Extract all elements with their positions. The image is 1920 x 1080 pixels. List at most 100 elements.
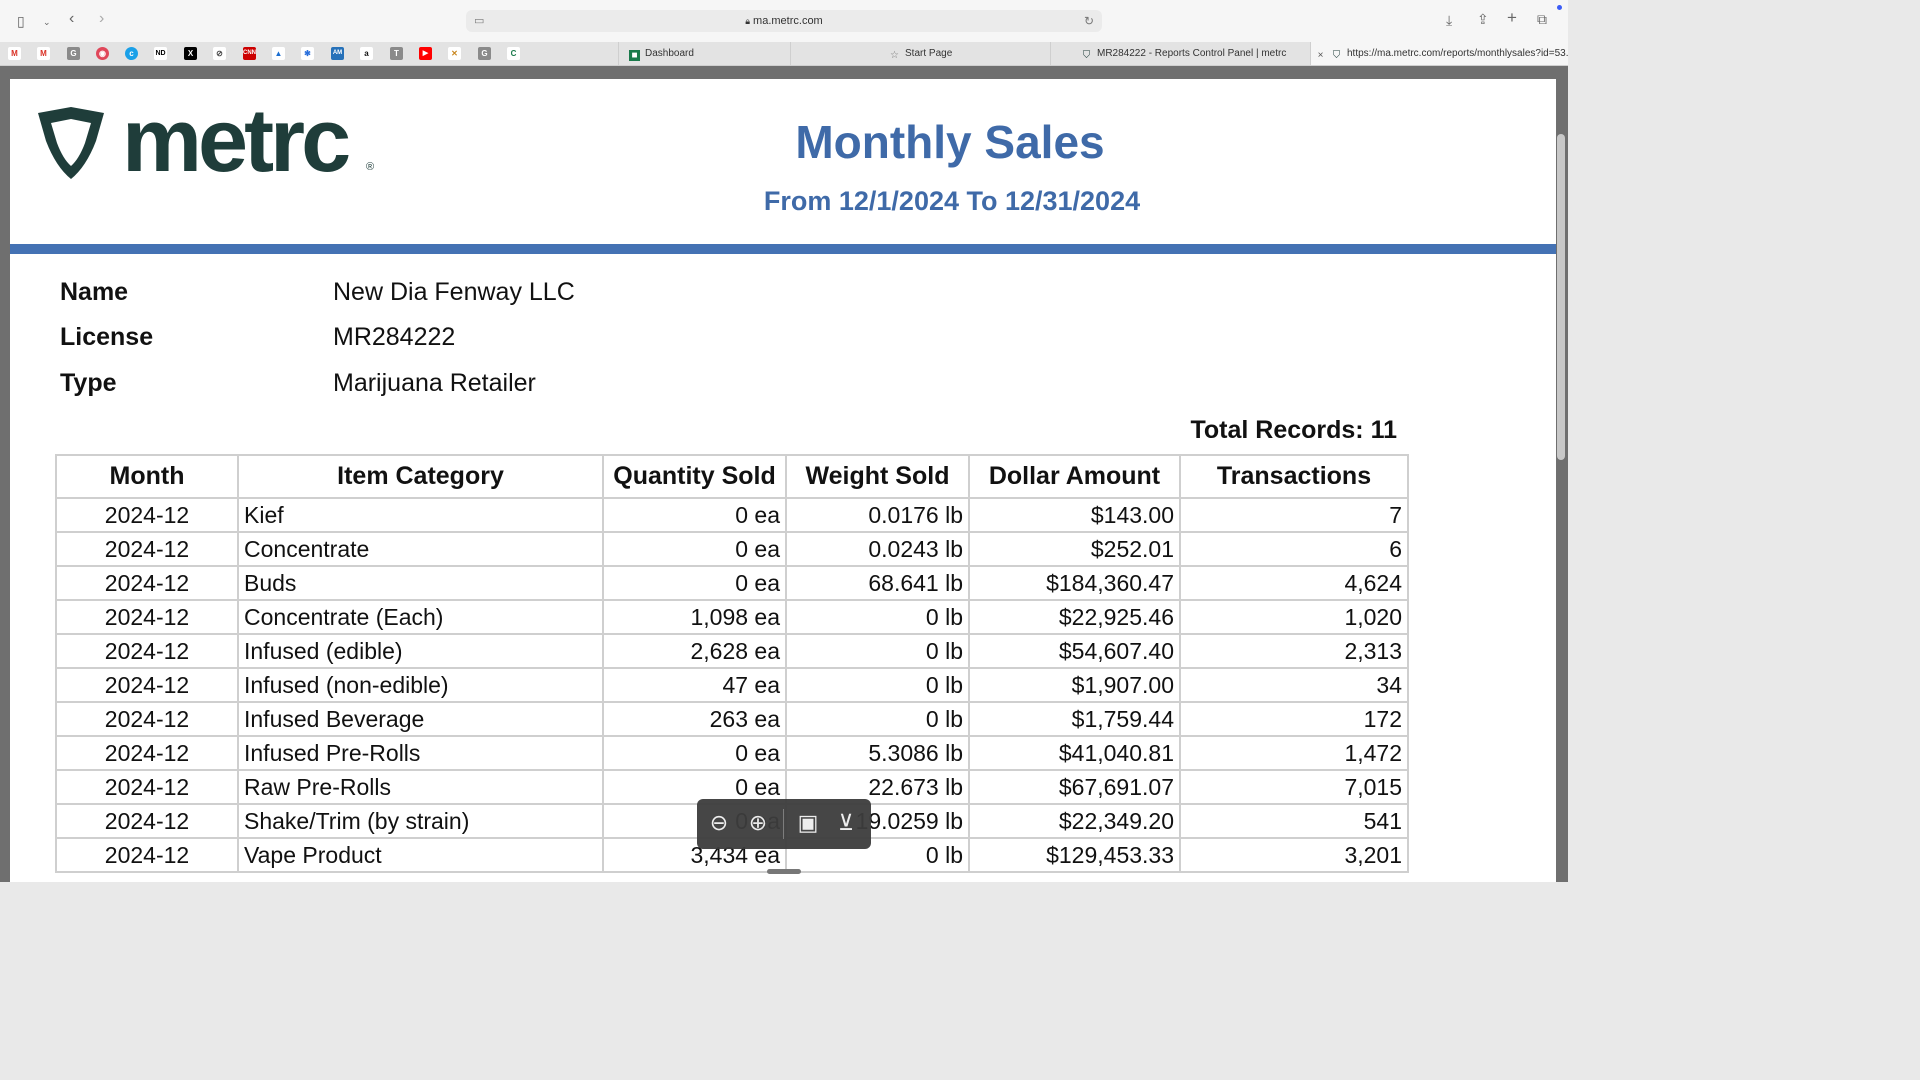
transactions-cell: 4,624 (1179, 565, 1409, 601)
amex-icon[interactable]: AM (331, 47, 344, 60)
tab-reports-control-panel[interactable]: ⛉ MR284222 - Reports Control Panel | metr… (1050, 42, 1310, 65)
chevron-down-icon[interactable]: ⌄ (43, 17, 51, 27)
table-row: 2024-12 Infused Beverage 263 ea 0 lb $1,759.… (55, 701, 1409, 737)
quantity-cell: 0 ea (602, 497, 787, 533)
weight-cell: 0.0176 lb (785, 497, 970, 533)
c-icon[interactable]: c (125, 47, 138, 60)
category-cell: Kief (237, 497, 604, 533)
column-header: Quantity Sold (602, 454, 787, 499)
license-value: MR284222 (333, 323, 456, 351)
quantity-cell: 0 ea (602, 531, 787, 567)
dollar-cell: $22,349.20 (968, 803, 1181, 839)
download-icon[interactable]: ⊻ (837, 810, 855, 835)
table-header-row: Month Item Category Quantity Sold Weight… (55, 454, 1409, 499)
tab-start-page[interactable]: ☆ Start Page (790, 42, 1050, 65)
column-header: Dollar Amount (968, 454, 1181, 499)
nd-icon[interactable]: ND (154, 47, 167, 60)
transactions-cell: 541 (1179, 803, 1409, 839)
weight-cell: 0 lb (785, 633, 970, 669)
category-cell: Concentrate (Each) (237, 599, 604, 635)
resize-handle[interactable] (767, 869, 801, 874)
g-icon[interactable]: G (67, 47, 80, 60)
open-in-preview-icon[interactable]: ▣ (797, 810, 819, 835)
column-header: Transactions (1179, 454, 1409, 499)
pdf-toolbar: ⊖ ⊕ ▣ ⊻ (697, 799, 871, 849)
sales-table: Month Item Category Quantity Sold Weight… (55, 454, 1409, 873)
amazon-icon[interactable]: a (360, 47, 373, 60)
tab-label: Dashboard (645, 48, 694, 59)
weight-cell: 0.0243 lb (785, 531, 970, 567)
new-tab-icon[interactable]: + (1507, 8, 1517, 27)
dollar-cell: $184,360.47 (968, 565, 1181, 601)
gmail-icon[interactable]: M (37, 47, 50, 60)
dollar-cell: $54,607.40 (968, 633, 1181, 669)
youtube-icon[interactable]: ▶ (419, 47, 432, 60)
back-icon[interactable]: ‹ (69, 10, 75, 27)
walmart-icon[interactable]: ✱ (301, 47, 314, 60)
transactions-cell: 34 (1179, 667, 1409, 703)
dollar-cell: $252.01 (968, 531, 1181, 567)
category-cell: Infused Pre-Rolls (237, 735, 604, 771)
report-date-range: From 12/1/2024 To 12/31/2024 (763, 186, 1141, 216)
share-icon[interactable]: ⇪ (1477, 11, 1489, 27)
quantity-cell: 0 ea (602, 735, 787, 771)
download-icon[interactable]: ⤓ (1446, 12, 1453, 28)
table-row: 2024-12 Infused Pre-Rolls 0 ea 5.3086 lb $41… (55, 735, 1409, 771)
month-cell: 2024-12 (55, 531, 239, 567)
tab-label: https://ma.metrc.com/reports/monthlysale… (1347, 48, 1568, 59)
tab-label: MR284222 - Reports Control Panel | metrc (1097, 48, 1287, 59)
tab-dashboard[interactable]: ■ Dashboard (618, 42, 790, 65)
c-icon[interactable]: C (507, 47, 520, 60)
toolbar-divider (783, 809, 784, 839)
month-cell: 2024-12 (55, 803, 239, 839)
address-url: ma.metrc.com (753, 15, 823, 27)
zoom-out-icon[interactable]: ⊖ (709, 810, 729, 835)
column-header: Month (55, 454, 239, 499)
name-label: Name (60, 278, 129, 306)
month-cell: 2024-12 (55, 497, 239, 533)
dollar-cell: $22,925.46 (968, 599, 1181, 635)
pdf-viewer: metrc ® Monthly Sales From 12/1/2024 To … (0, 66, 1568, 882)
metrc-shield-icon: ⛉ (1332, 50, 1341, 61)
category-cell: Vape Product (237, 837, 604, 873)
zoom-in-icon[interactable]: ⊕ (748, 810, 768, 835)
weight-cell: 0 lb (785, 599, 970, 635)
triangle-icon[interactable]: ▲ (272, 47, 285, 60)
cnn-icon[interactable]: CNN (243, 47, 256, 60)
forward-icon[interactable]: › (99, 10, 105, 27)
table-row: 2024-12 Concentrate (Each) 1,098 ea 0 lb $22… (55, 599, 1409, 635)
table-row: 2024-12 Infused (non-edible) 47 ea 0 lb $1,9… (55, 667, 1409, 703)
category-cell: Infused Beverage (237, 701, 604, 737)
quantity-cell: 1,098 ea (602, 599, 787, 635)
quantity-cell: 2,628 ea (602, 633, 787, 669)
name-value: New Dia Fenway LLC (333, 278, 575, 306)
sidebar-toggle-icon[interactable]: ▯ (17, 13, 25, 29)
metrc-shield-icon: ⛉ (1082, 50, 1091, 61)
notification-dot (1557, 5, 1562, 10)
tab-monthly-sales[interactable]: × ⛉ https://ma.metrc.com/reports/monthlysa… (1310, 42, 1568, 65)
page-settings-icon[interactable]: ▭ (474, 15, 485, 27)
category-cell: Buds (237, 565, 604, 601)
type-label: Type (60, 369, 117, 397)
quantity-cell: 263 ea (602, 701, 787, 737)
dollar-cell: $1,907.00 (968, 667, 1181, 703)
dollar-cell: $67,691.07 (968, 769, 1181, 805)
month-cell: 2024-12 (55, 667, 239, 703)
pocket-icon[interactable]: ◉ (96, 47, 109, 60)
category-cell: Concentrate (237, 531, 604, 567)
scrollbar[interactable] (1557, 134, 1565, 460)
gmail-icon[interactable]: M (8, 47, 21, 60)
compass-icon[interactable]: ⊘ (213, 47, 226, 60)
x-icon[interactable]: ✕ (448, 47, 461, 60)
table-row: 2024-12 Infused (edible) 2,628 ea 0 lb $54,6… (55, 633, 1409, 669)
transactions-cell: 7,015 (1179, 769, 1409, 805)
address-bar[interactable]: ▭ 🔒︎ ma.metrc.com ↻ (466, 10, 1102, 32)
metrc-dashboard-icon: ■ (629, 50, 640, 61)
t-icon[interactable]: T (390, 47, 403, 60)
g-icon[interactable]: G (478, 47, 491, 60)
close-icon[interactable]: × (1317, 50, 1324, 61)
reload-icon[interactable]: ↻ (1083, 14, 1094, 28)
x-icon[interactable]: X (184, 47, 197, 60)
tab-overview-icon[interactable]: ⧉ (1537, 11, 1547, 27)
weight-cell: 68.641 lb (785, 565, 970, 601)
